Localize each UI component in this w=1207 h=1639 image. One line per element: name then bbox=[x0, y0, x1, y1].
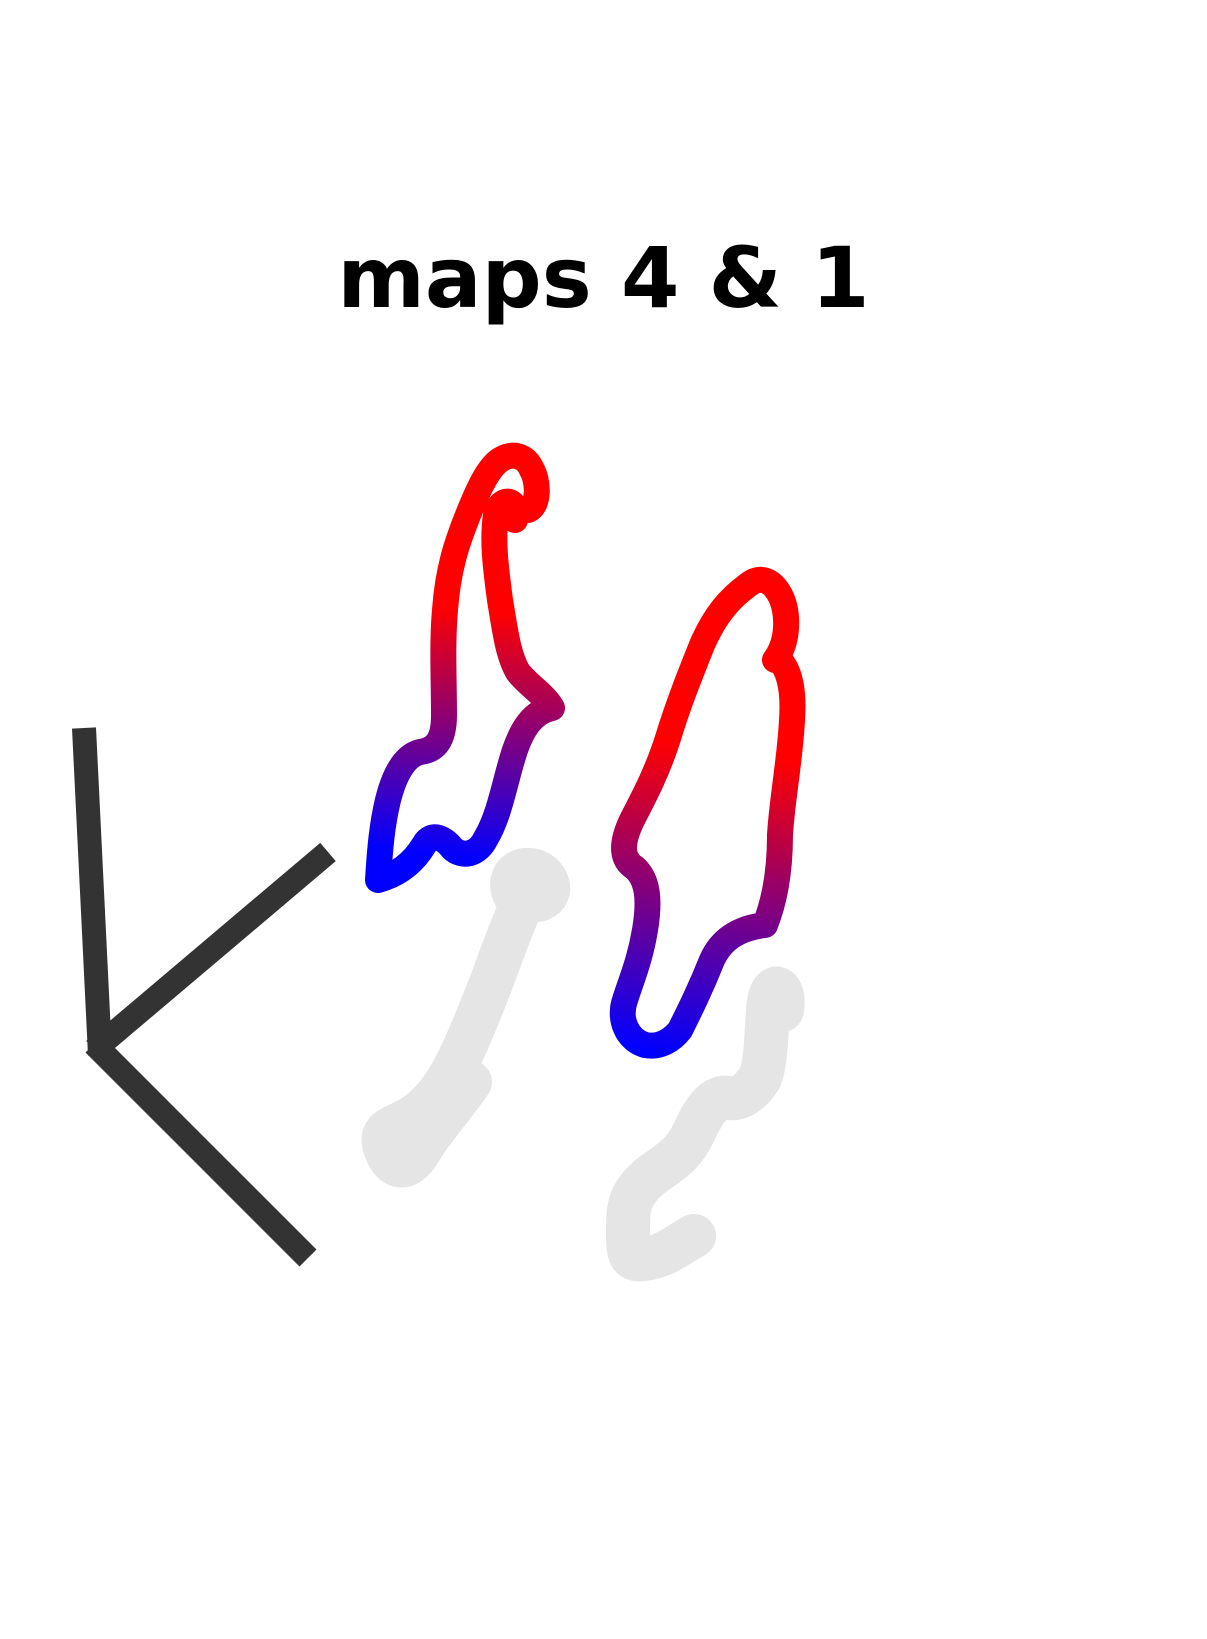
shadow-shape-2 bbox=[606, 966, 805, 1282]
figure-title: maps 4 & 1 bbox=[337, 229, 870, 327]
axis-ray-up bbox=[72, 727, 112, 1056]
map-1-stroke bbox=[609, 566, 806, 1059]
map-4-stroke bbox=[365, 442, 565, 893]
axis-ray-upright bbox=[86, 842, 336, 1060]
axis-ray-downright bbox=[85, 1035, 317, 1267]
shadow-shape-1 bbox=[361, 848, 570, 1187]
orientation-axes bbox=[72, 727, 336, 1267]
